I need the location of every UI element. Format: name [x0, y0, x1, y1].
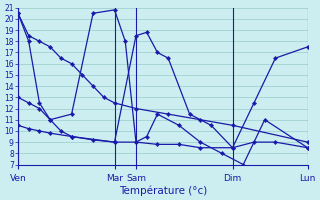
X-axis label: Température (°c): Température (°c) [119, 185, 207, 196]
